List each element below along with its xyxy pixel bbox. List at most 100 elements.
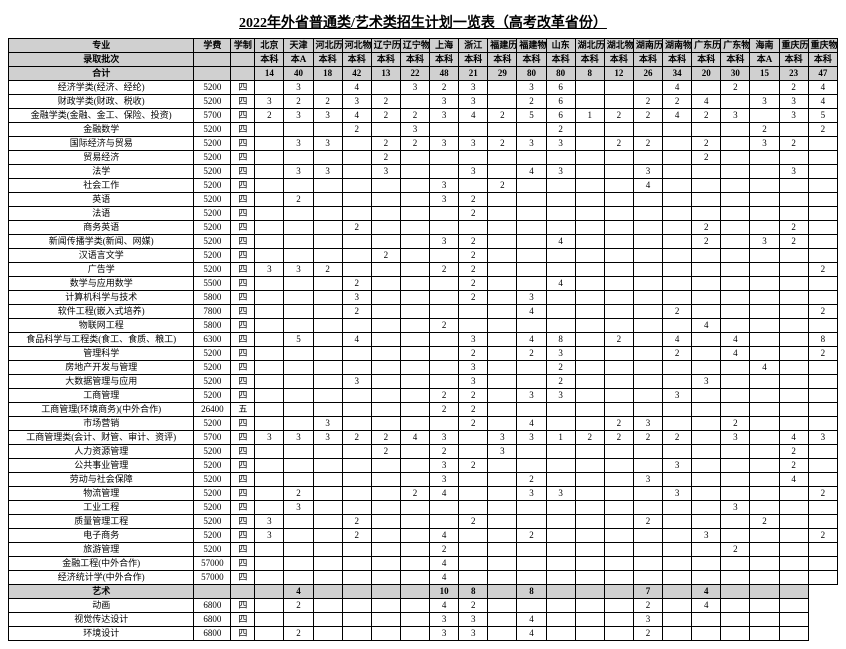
data-cell bbox=[575, 487, 604, 501]
data-cell bbox=[488, 95, 517, 109]
data-cell bbox=[400, 347, 429, 361]
data-cell bbox=[284, 459, 313, 473]
data-cell: 6 bbox=[546, 95, 575, 109]
data-cell bbox=[808, 403, 837, 417]
data-cell: 3 bbox=[808, 431, 837, 445]
data-cell: 四 bbox=[231, 487, 255, 501]
data-cell: 3 bbox=[313, 431, 342, 445]
data-cell: 4 bbox=[663, 81, 692, 95]
data-cell bbox=[371, 263, 400, 277]
data-cell: 3 bbox=[517, 389, 546, 403]
data-cell: 3 bbox=[546, 165, 575, 179]
table-row: 金融数学5200四23222 bbox=[9, 123, 838, 137]
data-cell: 四 bbox=[231, 627, 255, 641]
data-cell bbox=[633, 445, 662, 459]
data-cell bbox=[663, 501, 692, 515]
data-cell: 2 bbox=[808, 347, 837, 361]
data-cell: 四 bbox=[231, 81, 255, 95]
data-cell: 2 bbox=[692, 151, 721, 165]
data-cell bbox=[575, 137, 604, 151]
data-cell bbox=[604, 291, 633, 305]
data-cell: 3 bbox=[459, 333, 488, 347]
data-cell bbox=[400, 165, 429, 179]
data-cell bbox=[604, 179, 633, 193]
data-cell: 4 bbox=[692, 599, 721, 613]
data-cell bbox=[459, 179, 488, 193]
data-cell: 四 bbox=[231, 543, 255, 557]
data-cell: 3 bbox=[546, 137, 575, 151]
data-cell bbox=[604, 557, 633, 571]
data-cell bbox=[371, 515, 400, 529]
data-cell bbox=[284, 207, 313, 221]
data-cell bbox=[604, 501, 633, 515]
data-cell: 80 bbox=[546, 67, 575, 81]
data-cell bbox=[284, 179, 313, 193]
data-cell bbox=[721, 277, 750, 291]
data-cell: 3 bbox=[255, 529, 284, 543]
data-cell: 4 bbox=[517, 613, 546, 627]
major-cell: 工商管理 bbox=[9, 389, 194, 403]
data-cell bbox=[313, 501, 342, 515]
data-cell bbox=[721, 179, 750, 193]
data-cell: 2 bbox=[779, 81, 808, 95]
data-cell: 80 bbox=[517, 67, 546, 81]
major-cell: 质量管理工程 bbox=[9, 515, 194, 529]
data-cell: 四 bbox=[231, 263, 255, 277]
data-cell: 3 bbox=[517, 487, 546, 501]
data-cell bbox=[371, 627, 400, 641]
data-cell bbox=[430, 333, 459, 347]
data-cell: 3 bbox=[255, 515, 284, 529]
data-cell: 8 bbox=[575, 67, 604, 81]
data-cell bbox=[255, 319, 284, 333]
data-cell: 2 bbox=[517, 473, 546, 487]
data-cell: 2 bbox=[430, 81, 459, 95]
data-cell: 6 bbox=[546, 81, 575, 95]
table-row: 财政学类(财政、税收)5200四322323326224334 bbox=[9, 95, 838, 109]
data-cell bbox=[517, 599, 546, 613]
data-cell bbox=[400, 305, 429, 319]
data-cell bbox=[255, 277, 284, 291]
data-cell: 3 bbox=[721, 431, 750, 445]
data-cell bbox=[313, 529, 342, 543]
data-cell: 2 bbox=[750, 123, 779, 137]
data-cell: 26 bbox=[633, 67, 662, 81]
data-cell bbox=[546, 193, 575, 207]
data-cell bbox=[488, 235, 517, 249]
data-cell: 3 bbox=[663, 487, 692, 501]
data-cell bbox=[517, 235, 546, 249]
data-cell: 2 bbox=[400, 137, 429, 151]
data-cell: 2 bbox=[430, 543, 459, 557]
data-cell: 3 bbox=[255, 263, 284, 277]
data-cell bbox=[633, 221, 662, 235]
major-cell: 经济学类(经济、经纶) bbox=[9, 81, 194, 95]
data-cell bbox=[604, 389, 633, 403]
data-cell bbox=[488, 263, 517, 277]
data-cell bbox=[255, 207, 284, 221]
data-cell bbox=[430, 361, 459, 375]
data-cell: 本科 bbox=[721, 53, 750, 67]
data-cell bbox=[779, 249, 808, 263]
data-cell: 3 bbox=[342, 375, 371, 389]
data-cell bbox=[575, 81, 604, 95]
data-cell: 2 bbox=[342, 515, 371, 529]
data-cell bbox=[808, 389, 837, 403]
data-cell bbox=[313, 291, 342, 305]
data-cell: 2 bbox=[692, 221, 721, 235]
data-cell bbox=[721, 445, 750, 459]
data-cell: 57000 bbox=[194, 571, 231, 585]
data-cell bbox=[692, 305, 721, 319]
data-cell bbox=[517, 515, 546, 529]
data-cell bbox=[604, 543, 633, 557]
data-cell bbox=[342, 571, 371, 585]
data-cell: 3 bbox=[459, 95, 488, 109]
data-cell: 3 bbox=[459, 361, 488, 375]
major-cell: 劳动与社会保障 bbox=[9, 473, 194, 487]
data-cell bbox=[284, 305, 313, 319]
data-cell: 4 bbox=[808, 81, 837, 95]
data-cell bbox=[779, 571, 808, 585]
data-cell bbox=[750, 207, 779, 221]
data-cell: 6800 bbox=[194, 599, 231, 613]
data-cell: 2 bbox=[808, 123, 837, 137]
data-cell: 2 bbox=[779, 221, 808, 235]
data-cell bbox=[313, 277, 342, 291]
